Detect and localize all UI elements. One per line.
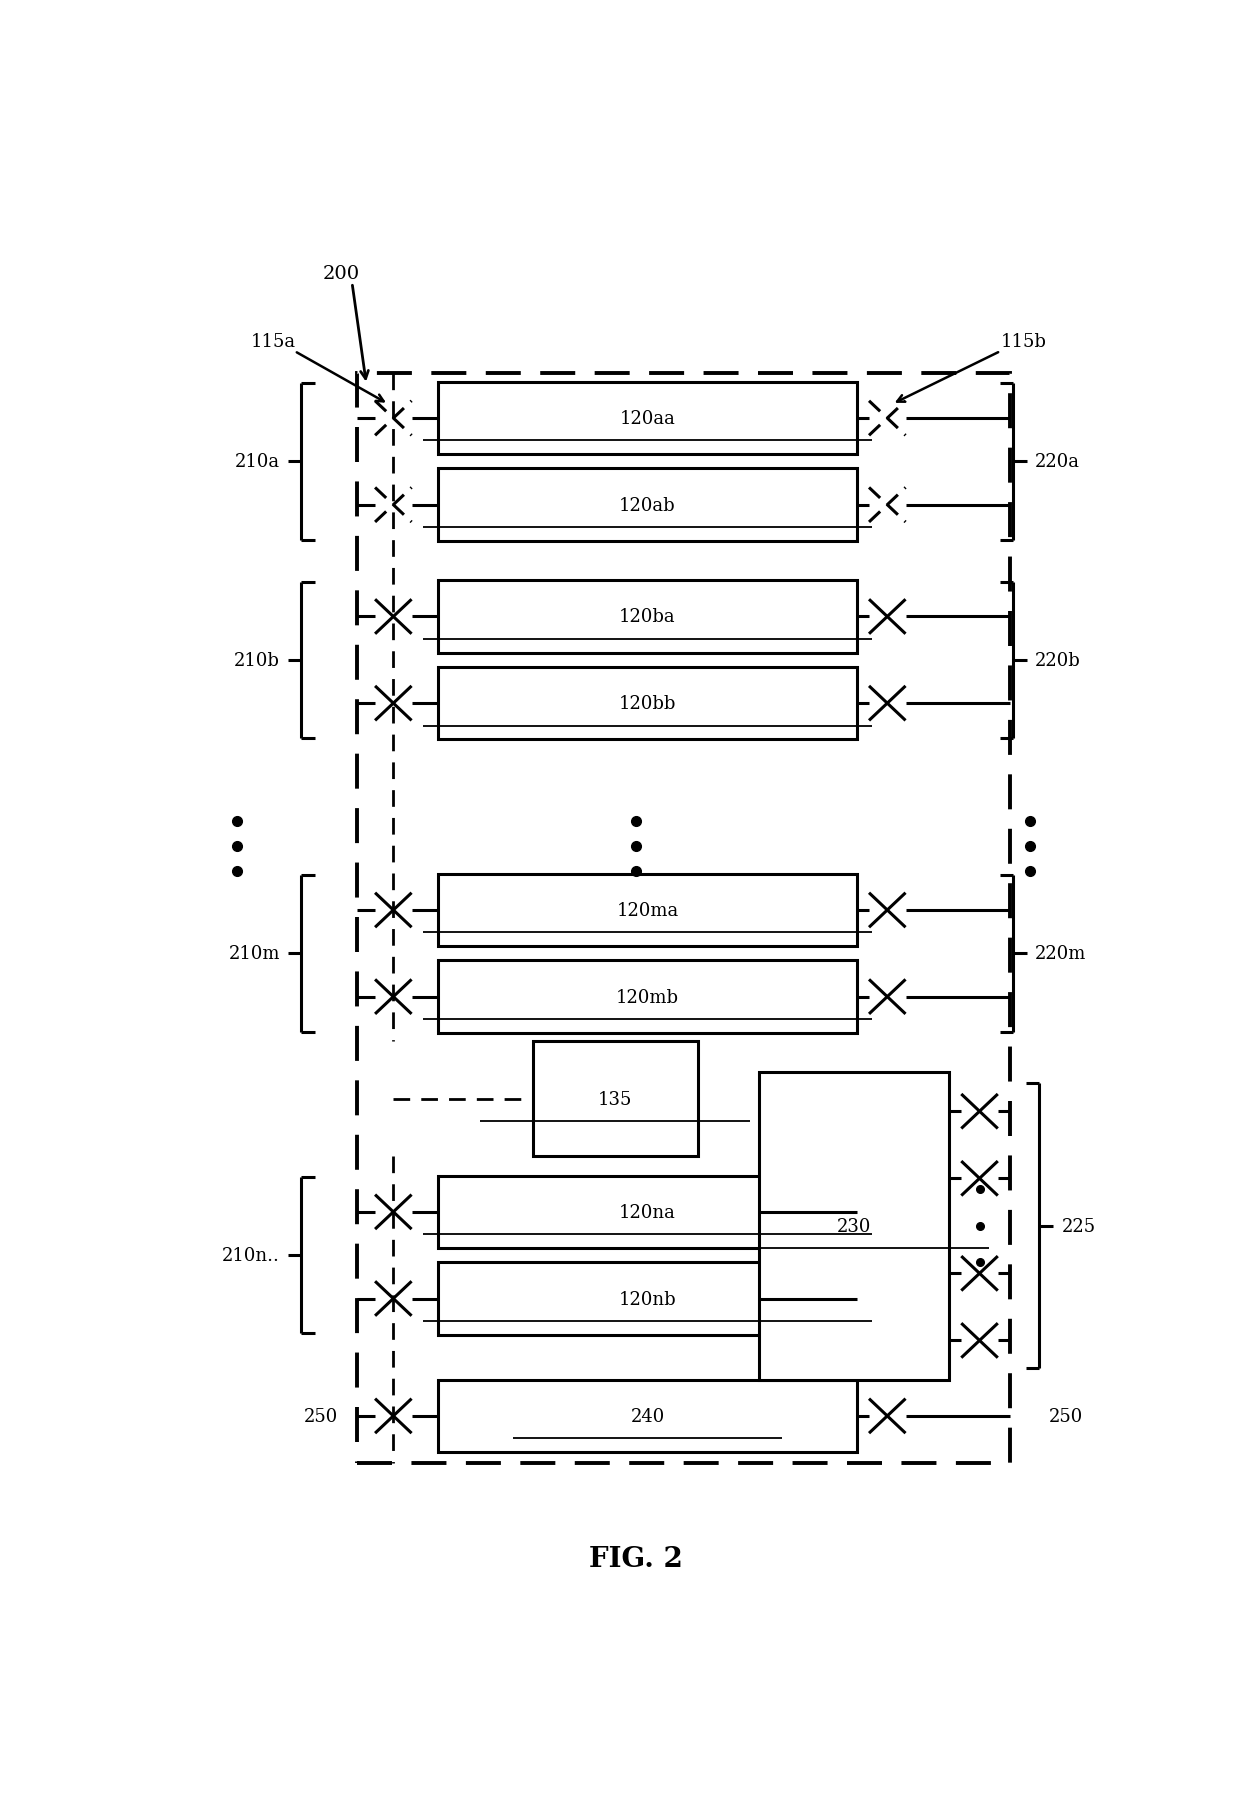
Text: 120aa: 120aa <box>620 410 676 428</box>
Bar <box>439 961 857 1034</box>
Text: 120bb: 120bb <box>619 695 676 713</box>
Bar <box>357 374 1011 1464</box>
Text: 220m: 220m <box>1034 945 1086 963</box>
Bar <box>439 1263 857 1335</box>
Text: 220a: 220a <box>1034 454 1079 472</box>
Text: 210n..: 210n.. <box>222 1246 280 1264</box>
Text: 120ab: 120ab <box>619 497 676 515</box>
Text: 210b: 210b <box>234 651 280 669</box>
Bar <box>439 874 857 947</box>
Text: 210a: 210a <box>234 454 280 472</box>
Text: 115a: 115a <box>250 334 296 350</box>
Text: 135: 135 <box>598 1090 632 1108</box>
Bar <box>439 470 857 542</box>
Text: 120nb: 120nb <box>619 1290 676 1308</box>
Text: 120mb: 120mb <box>616 989 680 1007</box>
Bar <box>439 580 857 653</box>
Text: 200: 200 <box>324 265 361 283</box>
Text: 120ba: 120ba <box>619 608 676 626</box>
Text: 225: 225 <box>1063 1217 1096 1235</box>
Bar <box>439 668 857 740</box>
Text: 250: 250 <box>1049 1408 1083 1426</box>
Text: FIG. 2: FIG. 2 <box>589 1546 682 1573</box>
Text: 120na: 120na <box>619 1203 676 1221</box>
Bar <box>439 1175 857 1248</box>
Text: 120ma: 120ma <box>616 902 678 920</box>
Bar <box>439 383 857 455</box>
Text: 210m: 210m <box>228 945 280 963</box>
Bar <box>759 1072 949 1380</box>
Text: 220b: 220b <box>1034 651 1080 669</box>
Text: 115b: 115b <box>1001 334 1047 350</box>
Text: 240: 240 <box>630 1408 665 1426</box>
Text: 230: 230 <box>837 1217 870 1235</box>
Bar <box>533 1041 698 1156</box>
Text: 250: 250 <box>304 1408 337 1426</box>
Bar <box>439 1380 857 1453</box>
